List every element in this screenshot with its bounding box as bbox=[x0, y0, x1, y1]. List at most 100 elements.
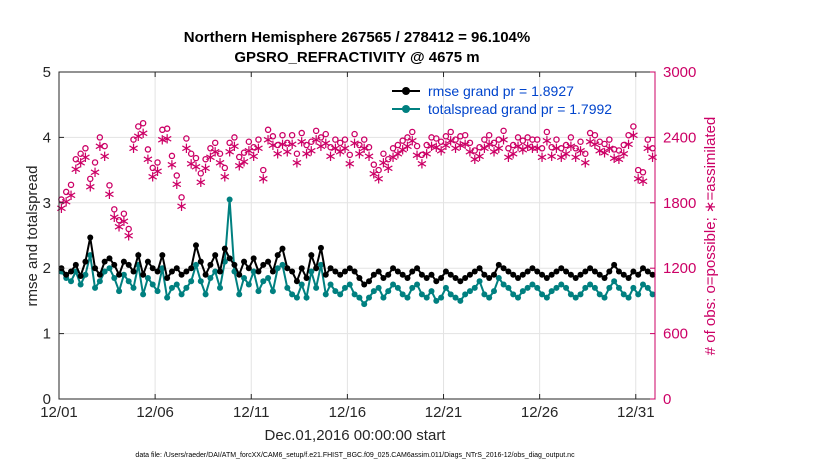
obs-assimilated-point: ∗ bbox=[589, 136, 602, 153]
spread-point bbox=[241, 275, 248, 282]
x-tick-label: 12/06 bbox=[136, 404, 174, 421]
obs-assimilated-point: ∗ bbox=[127, 140, 140, 157]
rmse-point bbox=[649, 271, 656, 278]
obs-assimilated-point: ∗ bbox=[396, 141, 409, 158]
obs-possible-point bbox=[553, 136, 560, 143]
obs-possible-point bbox=[370, 161, 378, 168]
obs-possible-point bbox=[495, 136, 503, 143]
obs-assimilated-point: ∗ bbox=[353, 146, 366, 163]
spread-point bbox=[197, 278, 204, 285]
rmse-point bbox=[149, 265, 156, 272]
obs-possible-point bbox=[279, 131, 286, 139]
obs-possible-point bbox=[77, 150, 84, 157]
spread-point bbox=[524, 284, 531, 291]
obs-possible-point bbox=[120, 210, 128, 217]
obs-assimilated-point: ∗ bbox=[79, 149, 92, 166]
obs-possible-point bbox=[178, 194, 185, 201]
spread-point bbox=[226, 196, 233, 203]
rmse-point bbox=[140, 271, 147, 278]
spread-point bbox=[582, 284, 589, 291]
rmse-point bbox=[500, 265, 507, 272]
obs-assimilated-point: ∗ bbox=[267, 137, 280, 154]
obs-possible-point bbox=[630, 123, 637, 130]
data-file-footer: data file: /Users/raeder/DAI/ATM_forcXX/… bbox=[135, 452, 575, 459]
spread-point bbox=[505, 284, 512, 291]
obs-possible-point bbox=[298, 129, 305, 137]
obs-assimilated-point: ∗ bbox=[531, 140, 544, 157]
rmse-point bbox=[553, 268, 560, 275]
spread-point bbox=[68, 278, 75, 285]
x-axis: 12/01 12/06 12/11 12/16 12/21 12/26 12/31 bbox=[40, 72, 655, 421]
rmse-point bbox=[183, 268, 190, 275]
obs-assimilated-point: ∗ bbox=[195, 174, 208, 191]
rmse-point bbox=[178, 271, 185, 278]
spread-point bbox=[217, 284, 224, 291]
obs-possible-point bbox=[380, 150, 387, 157]
obs-assimilated-point: ∗ bbox=[541, 133, 554, 150]
obs-possible-point bbox=[336, 139, 344, 147]
obs-possible-point bbox=[332, 136, 339, 143]
obs-assimilated-point: ∗ bbox=[103, 186, 116, 203]
rmse-point bbox=[317, 244, 324, 251]
rmse-point bbox=[202, 271, 209, 278]
obs-possible-point bbox=[226, 139, 233, 147]
rmse-point bbox=[135, 252, 142, 259]
spread-point bbox=[173, 281, 180, 288]
spread-point bbox=[635, 291, 642, 298]
obs-possible-point bbox=[235, 153, 243, 161]
obs-possible-point bbox=[567, 134, 575, 141]
obs-possible-point bbox=[442, 133, 450, 140]
obs-assimilated-point: ∗ bbox=[89, 164, 102, 181]
y-left-tick-label: 4 bbox=[43, 129, 51, 146]
rmse-point bbox=[63, 271, 70, 278]
spread-point bbox=[404, 294, 411, 301]
obs-assimilated-point: ∗ bbox=[440, 137, 453, 154]
rmse-point bbox=[577, 271, 584, 278]
rmse-point bbox=[539, 271, 546, 278]
obs-assimilated-point: ∗ bbox=[324, 148, 337, 165]
obs-possible-point bbox=[327, 143, 334, 151]
obs-possible-point bbox=[548, 143, 555, 151]
spread-point bbox=[356, 294, 363, 301]
obs-possible-point bbox=[216, 150, 224, 157]
obs-possible-point bbox=[82, 145, 89, 152]
obs-possible-point bbox=[288, 131, 296, 139]
obs-assimilated-point: ∗ bbox=[214, 154, 227, 171]
obs-assimilated-point: ∗ bbox=[377, 154, 390, 171]
obs-assimilated-point: ∗ bbox=[507, 146, 520, 163]
obs-assimilated-point: ∗ bbox=[156, 131, 169, 148]
obs-possible-point bbox=[111, 206, 118, 213]
obs-possible-point bbox=[591, 131, 599, 139]
obs-assimilated-point: ∗ bbox=[363, 148, 376, 165]
spread-point bbox=[274, 265, 281, 272]
spread-point bbox=[178, 291, 185, 298]
obs-assimilated-point: ∗ bbox=[473, 148, 486, 165]
y-right-tick-label: 600 bbox=[663, 326, 688, 343]
obs-possible-point bbox=[409, 128, 416, 136]
obs-possible-point bbox=[394, 141, 402, 149]
rmse-point bbox=[207, 261, 214, 268]
legend-swatch-marker-rmse bbox=[402, 87, 410, 95]
rmse-point bbox=[265, 258, 272, 265]
obs-assimilated-point: ∗ bbox=[497, 131, 510, 148]
rmse-point bbox=[582, 268, 589, 275]
obs-possible-point bbox=[644, 136, 652, 143]
spread-point bbox=[447, 291, 454, 298]
rmse-point bbox=[409, 268, 416, 275]
rmse-point bbox=[308, 252, 315, 259]
spread-point bbox=[596, 291, 603, 298]
rmse-point bbox=[563, 268, 570, 275]
spread-point bbox=[77, 281, 84, 288]
rmse-point bbox=[457, 278, 464, 285]
spread-point bbox=[322, 291, 329, 298]
obs-possible-point bbox=[341, 136, 349, 143]
obs-possible-point bbox=[639, 169, 647, 176]
rmse-point bbox=[390, 265, 397, 272]
obs-assimilated-point: ∗ bbox=[392, 146, 405, 163]
obs-assimilated-point: ∗ bbox=[444, 133, 457, 150]
obs-assimilated-point: ∗ bbox=[238, 153, 251, 170]
obs-assimilated-point: ∗ bbox=[411, 147, 424, 164]
obs-assimilated-point: ∗ bbox=[430, 139, 443, 156]
spread-point bbox=[293, 294, 300, 301]
rmse-point bbox=[466, 271, 473, 278]
